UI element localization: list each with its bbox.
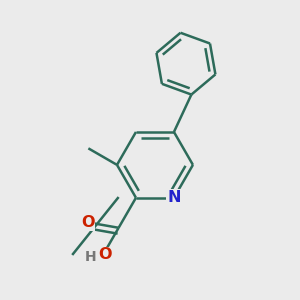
Text: N: N [167,190,181,205]
Text: O: O [81,215,94,230]
Text: H: H [85,250,96,264]
Text: O: O [98,248,111,262]
